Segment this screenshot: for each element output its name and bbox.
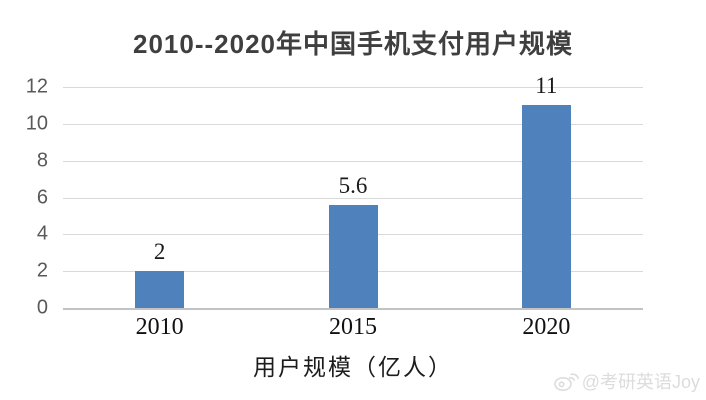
y-tick-label: 10 <box>25 112 48 135</box>
y-tick-label: 2 <box>36 259 48 282</box>
x-axis-title: 用户规模（亿人） <box>253 355 453 380</box>
y-tick-label: 6 <box>36 186 48 208</box>
y-tick-label: 4 <box>36 222 48 245</box>
x-tick-label-2010: 2010 <box>135 314 184 340</box>
weibo-icon <box>553 369 579 393</box>
gridline <box>63 160 643 162</box>
bar-value-label: 2 <box>153 239 166 265</box>
watermark-text: @考研英语Joy <box>581 372 700 392</box>
gridline <box>63 197 643 199</box>
bar-value-label: 11 <box>535 73 558 99</box>
bar-2010[interactable] <box>135 271 185 308</box>
gridline <box>63 87 643 88</box>
gridline <box>63 123 643 125</box>
x-tick-label-2015: 2015 <box>329 314 377 340</box>
chart-title: 2010--2020年中国手机支付用户规模 <box>133 29 573 59</box>
watermark: @考研英语Joy <box>553 368 700 394</box>
x-tick-label-2020: 2020 <box>522 314 571 340</box>
bar-2020[interactable] <box>521 105 571 308</box>
y-tick-label: 8 <box>36 149 48 172</box>
bar-value-label: 5.6 <box>338 172 368 198</box>
plot-area: 0 2 4 6 8 10 12 2 2010 5.6 2015 11 2020 <box>26 73 643 340</box>
bar-2015[interactable] <box>328 204 378 308</box>
y-tick-label: 12 <box>25 75 48 98</box>
y-tick-label: 0 <box>36 296 48 319</box>
